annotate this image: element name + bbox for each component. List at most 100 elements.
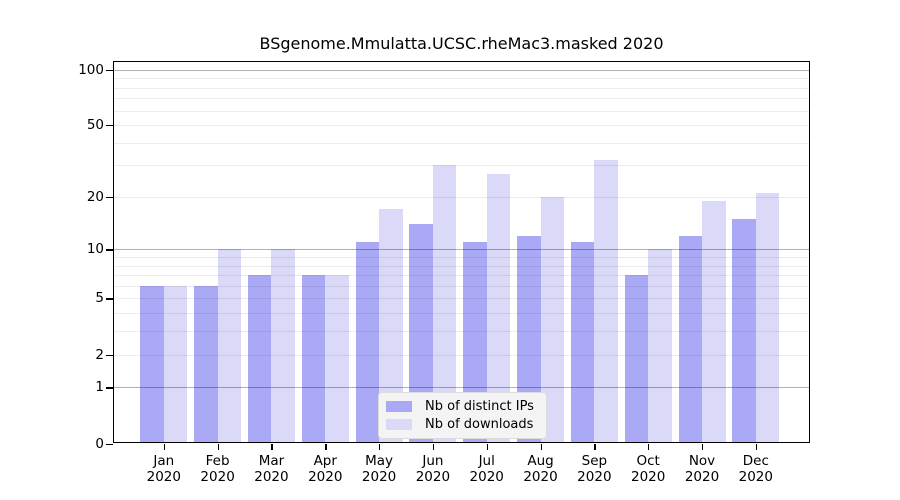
y-tick-label: 2	[95, 346, 104, 363]
x-tick-label: Nov 2020	[672, 453, 732, 486]
bar-distinct-ips-apr	[301, 275, 326, 444]
legend-item-downloads: Nb of downloads	[386, 416, 539, 432]
bar-downloads-aug	[540, 196, 565, 444]
y-tick-mark	[106, 387, 113, 389]
bar-downloads-dec	[755, 193, 780, 444]
bar-distinct-ips-sep	[570, 242, 595, 444]
bar-downloads-nov	[702, 200, 726, 444]
bar-distinct-ips-jun	[409, 224, 433, 444]
x-tick-label: May 2020	[349, 453, 409, 486]
bar-distinct-ips-mar	[247, 275, 272, 444]
year-label: 2020	[577, 469, 612, 485]
x-tick-label: Oct 2020	[618, 453, 678, 486]
x-tick-label: Mar 2020	[241, 453, 301, 486]
month-label: Feb	[205, 452, 230, 469]
x-tick-label: Jan 2020	[134, 453, 194, 486]
gridline-minor	[113, 275, 810, 277]
y-tick-mark	[106, 196, 113, 199]
gridline-minor	[113, 98, 810, 100]
legend-item-distinct-ips: Nb of distinct IPs	[386, 399, 539, 414]
year-label: 2020	[415, 469, 451, 485]
gridline-minor	[113, 313, 810, 315]
x-tick-mark	[648, 443, 650, 450]
year-label: 2020	[469, 469, 504, 485]
bar-downloads-oct	[648, 249, 672, 444]
year-label: 2020	[200, 469, 235, 485]
month-label: Oct	[636, 452, 660, 469]
year-label: 2020	[523, 469, 558, 485]
y-tick-mark	[106, 69, 113, 71]
bar-distinct-ips-jan	[140, 285, 164, 444]
x-tick-label: Jun 2020	[403, 453, 463, 486]
bar-downloads-apr	[325, 275, 349, 444]
legend-swatch-downloads	[386, 419, 412, 430]
y-tick-label: 1	[95, 379, 104, 396]
month-label: Jul	[478, 452, 495, 469]
bar-distinct-ips-oct	[624, 275, 649, 444]
x-tick-mark	[325, 443, 327, 450]
bar-downloads-jul	[486, 173, 511, 444]
month-label: May	[365, 452, 394, 469]
bar-distinct-ips-dec	[732, 218, 756, 444]
y-tick-label: 5	[95, 290, 104, 307]
year-label: 2020	[146, 469, 181, 485]
x-tick-mark	[432, 443, 435, 450]
month-label: Apr	[313, 452, 337, 469]
gridline-minor	[113, 354, 810, 356]
y-tick-label: 10	[86, 241, 104, 258]
year-label: 2020	[684, 469, 720, 485]
gridline-minor	[113, 196, 810, 198]
x-tick-mark	[271, 443, 273, 450]
gridline-minor	[113, 78, 810, 80]
gridline-major	[113, 387, 810, 389]
x-tick-label: Jul 2020	[457, 453, 517, 486]
bar-distinct-ips-feb	[194, 285, 218, 444]
gridline-minor	[113, 125, 810, 127]
x-tick-label: Dec 2020	[726, 453, 786, 486]
month-label: Dec	[742, 452, 769, 469]
gridline-major	[113, 249, 810, 251]
bar-downloads-jun	[432, 165, 457, 444]
x-tick-mark	[755, 443, 758, 450]
year-label: 2020	[254, 469, 289, 485]
year-label: 2020	[308, 469, 343, 485]
month-label: Sep	[581, 452, 608, 469]
month-label: Aug	[527, 452, 554, 469]
x-tick-mark	[486, 443, 489, 450]
gridline-minor	[113, 331, 810, 333]
gridline-minor	[113, 165, 810, 167]
legend-label-downloads: Nb of downloads	[425, 416, 534, 432]
x-tick-mark	[217, 443, 219, 450]
bar-distinct-ips-aug	[517, 235, 541, 444]
y-tick-mark	[106, 443, 113, 445]
year-label: 2020	[630, 469, 666, 485]
x-tick-mark	[594, 443, 596, 450]
y-tick-label: 0	[95, 435, 104, 452]
bar-downloads-sep	[594, 160, 618, 444]
x-tick-mark	[163, 443, 166, 450]
bar-downloads-jan	[163, 285, 188, 444]
gridline-minor	[113, 87, 810, 89]
gridline-minor	[113, 298, 810, 300]
legend: Nb of distinct IPs Nb of downloads	[378, 392, 547, 439]
legend-swatch-distinct-ips	[386, 401, 412, 412]
x-tick-label: Sep 2020	[564, 453, 624, 486]
year-label: 2020	[361, 469, 397, 485]
month-label: Jan	[153, 452, 175, 469]
gridline-minor	[113, 285, 810, 287]
month-label: Mar	[258, 452, 285, 469]
bar-downloads-may	[379, 209, 403, 444]
month-label: Nov	[688, 452, 716, 469]
bar-downloads-feb	[217, 249, 242, 444]
x-tick-mark	[379, 443, 381, 450]
gridline-minor	[113, 142, 810, 144]
y-tick-label: 100	[78, 61, 104, 78]
gridline-major	[113, 69, 810, 71]
year-label: 2020	[738, 469, 773, 485]
x-tick-mark	[540, 443, 542, 450]
y-tick-mark	[106, 298, 113, 300]
x-tick-mark	[702, 443, 704, 450]
y-tick-mark	[106, 249, 113, 251]
gridline-minor	[113, 110, 810, 112]
